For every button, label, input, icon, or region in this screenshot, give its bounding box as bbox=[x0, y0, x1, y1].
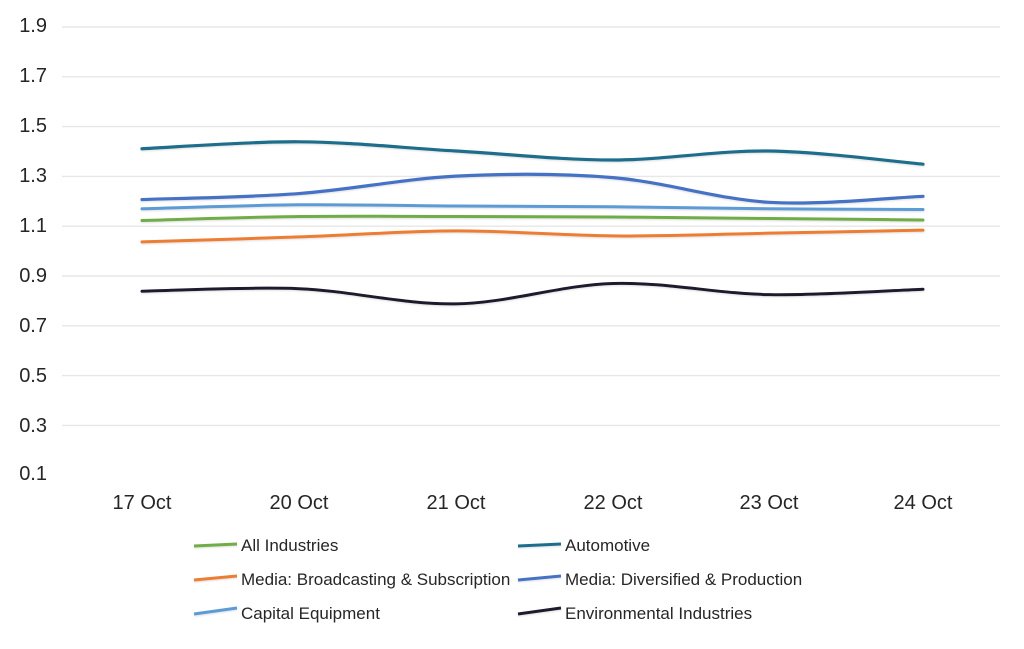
svg-text:1.9: 1.9 bbox=[19, 15, 47, 37]
svg-text:21 Oct: 21 Oct bbox=[427, 492, 486, 514]
svg-text:0.9: 0.9 bbox=[19, 265, 47, 287]
svg-text:1.5: 1.5 bbox=[19, 115, 47, 137]
svg-text:0.5: 0.5 bbox=[19, 365, 47, 387]
svg-text:Media: Diversified & Productio: Media: Diversified & Production bbox=[565, 570, 802, 589]
svg-text:20 Oct: 20 Oct bbox=[270, 492, 329, 514]
svg-text:1.3: 1.3 bbox=[19, 165, 47, 187]
svg-text:1.1: 1.1 bbox=[19, 215, 47, 237]
svg-text:0.3: 0.3 bbox=[19, 415, 47, 437]
svg-text:Automotive: Automotive bbox=[565, 536, 650, 555]
svg-text:0.7: 0.7 bbox=[19, 315, 47, 337]
svg-text:17 Oct: 17 Oct bbox=[113, 492, 172, 514]
svg-text:24 Oct: 24 Oct bbox=[894, 492, 953, 514]
svg-text:Capital Equipment: Capital Equipment bbox=[241, 604, 380, 623]
svg-text:All Industries: All Industries bbox=[241, 536, 338, 555]
svg-text:23 Oct: 23 Oct bbox=[740, 492, 799, 514]
svg-text:Environmental Industries: Environmental Industries bbox=[565, 604, 752, 623]
svg-text:Media: Broadcasting & Subscrip: Media: Broadcasting & Subscription bbox=[241, 570, 510, 589]
svg-text:1.7: 1.7 bbox=[19, 65, 47, 87]
svg-text:0.1: 0.1 bbox=[19, 463, 47, 485]
svg-text:22 Oct: 22 Oct bbox=[584, 492, 643, 514]
